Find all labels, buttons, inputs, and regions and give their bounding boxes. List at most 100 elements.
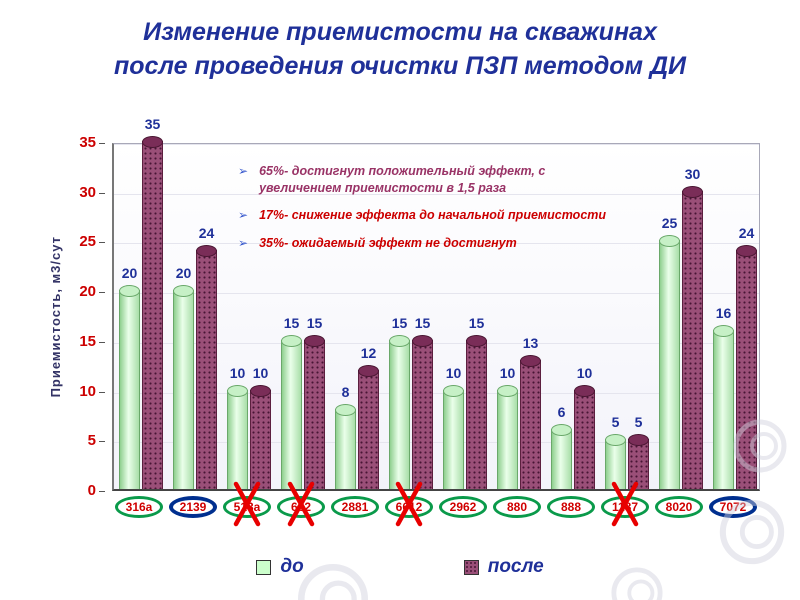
bar-до-888 xyxy=(551,424,572,489)
bar-до-662 xyxy=(281,334,302,489)
gridline xyxy=(114,193,759,195)
bar-value-label: 30 xyxy=(684,165,701,182)
legend-item-after: после xyxy=(463,556,544,578)
bar-после-2962 xyxy=(466,334,487,489)
annotation-text: 17%- снижение эффекта до начальной прием… xyxy=(259,208,607,222)
legend-swatch-after xyxy=(463,559,479,575)
bar-после-880 xyxy=(520,354,541,489)
y-tick-label: 25 xyxy=(54,233,105,250)
annotation-list: ➢ 65%- достигнут положительный эффект, с … xyxy=(238,163,630,262)
page-title-line2: после проведения очистки ПЗП методом ДИ xyxy=(113,51,687,80)
decorative-swirl-icon xyxy=(611,567,663,600)
bar-value-label: 15 xyxy=(414,314,431,331)
category-oval-2881: 2881 xyxy=(331,496,379,518)
bar-до-513а xyxy=(227,384,248,489)
red-x-mark xyxy=(283,481,319,527)
bar-value-label: 13 xyxy=(522,334,539,351)
bar-до-316а xyxy=(119,285,140,489)
category-oval-2962: 2962 xyxy=(439,496,487,518)
bar-после-2139 xyxy=(196,245,217,489)
bar-до-2139 xyxy=(173,285,194,489)
category-oval-8020: 8020 xyxy=(655,496,703,518)
bar-value-label: 6 xyxy=(557,404,566,421)
legend-item-before: до xyxy=(256,556,304,578)
annotation-text: 35%- ожидаемый эффект не достигнут xyxy=(259,235,517,250)
category-oval-880: 880 xyxy=(493,496,541,518)
bar-value-label: 20 xyxy=(121,265,138,282)
category-label: 2881 xyxy=(341,500,369,514)
gridline xyxy=(114,144,759,145)
category-label: 888 xyxy=(560,500,582,514)
bar-после-8020 xyxy=(682,185,703,489)
bar-value-label: 8 xyxy=(341,384,350,401)
gridline xyxy=(114,243,759,245)
category-label: 7072 xyxy=(719,500,747,514)
bar-value-label: 10 xyxy=(252,364,269,381)
y-tick-label: 20 xyxy=(54,283,105,300)
bar-value-label: 24 xyxy=(738,225,755,242)
bar-после-513а xyxy=(250,384,271,489)
category-label: 2139 xyxy=(179,500,207,514)
category-label: 316а xyxy=(125,500,153,514)
bar-до-2962 xyxy=(443,384,464,489)
category-oval-7072: 7072 xyxy=(709,496,757,518)
category-label: 2962 xyxy=(449,500,477,514)
y-tick-label: 15 xyxy=(54,333,105,350)
bar-value-label: 5 xyxy=(634,414,643,431)
bar-после-2881 xyxy=(358,364,379,489)
bar-value-label: 10 xyxy=(445,364,462,381)
bar-после-316а xyxy=(142,136,163,489)
red-x-mark xyxy=(229,481,265,527)
bar-после-6612 xyxy=(412,334,433,489)
bar-value-label: 15 xyxy=(391,314,408,331)
page-title-line1: Изменение приемистости на скважинах xyxy=(143,18,657,46)
decorative-swirl-icon xyxy=(733,419,787,473)
legend-label-before: до xyxy=(280,556,304,577)
bar-после-1187 xyxy=(628,434,649,489)
bar-value-label: 24 xyxy=(198,225,215,242)
legend: до после xyxy=(0,556,800,578)
bar-до-6612 xyxy=(389,334,410,489)
bullet-arrow-icon: ➢ xyxy=(238,164,249,178)
category-label: 8020 xyxy=(665,500,693,514)
bullet-arrow-icon: ➢ xyxy=(238,235,249,250)
bullet-arrow-icon: ➢ xyxy=(238,208,249,222)
bar-value-label: 25 xyxy=(661,215,678,232)
bar-до-7072 xyxy=(713,324,734,489)
category-axis: 316а 2139 513а 662 2881 6612 2962 880 888 1187 802… xyxy=(112,481,760,530)
annotation-item-3: ➢ 35%- ожидаемый эффект не достигнут xyxy=(238,235,630,252)
y-tick-label: 35 xyxy=(54,134,105,151)
y-tick-label: 5 xyxy=(54,432,105,449)
gridline xyxy=(114,342,759,344)
gridline xyxy=(114,392,759,394)
bar-до-880 xyxy=(497,384,518,489)
bar-после-7072 xyxy=(736,245,757,489)
legend-label-after: после xyxy=(487,556,544,577)
bar-value-label: 15 xyxy=(306,314,323,331)
bar-value-label: 16 xyxy=(715,304,732,321)
y-tick-label: 30 xyxy=(54,184,105,201)
page-title: Изменение приемистости на скважинах посл… xyxy=(0,16,800,84)
gridline xyxy=(114,442,759,444)
plot-area: 20 35 20 24 10 10 15 15 8 12 15 15 10 15 10 13 6 10 5 5 25 30… xyxy=(112,116,760,491)
y-axis-ticks: 0 5 10 15 20 25 30 35 xyxy=(62,134,105,499)
bar-value-label: 10 xyxy=(229,364,246,381)
bar-value-label: 12 xyxy=(360,344,377,361)
bar-до-1187 xyxy=(605,434,626,489)
annotation-text: 65%- достигнут положительный эффект, с у… xyxy=(259,164,546,195)
bar-до-2881 xyxy=(335,404,356,489)
gridline xyxy=(114,293,759,295)
y-axis-title-text: Приемистость, м3/сут xyxy=(48,236,63,398)
y-tick-label: 10 xyxy=(54,383,105,400)
y-tick-label: 0 xyxy=(54,482,105,499)
bar-value-label: 35 xyxy=(144,116,161,132)
bar-до-8020 xyxy=(659,235,680,489)
red-x-mark xyxy=(607,481,643,527)
bar-value-label: 10 xyxy=(499,364,516,381)
annotation-item-2: ➢ 17%- снижение эффекта до начальной прие… xyxy=(238,207,630,224)
category-label: 880 xyxy=(506,500,528,514)
decorative-swirl-icon xyxy=(719,499,785,565)
category-oval-2139: 2139 xyxy=(169,496,217,518)
bar-value-label: 15 xyxy=(468,314,485,331)
